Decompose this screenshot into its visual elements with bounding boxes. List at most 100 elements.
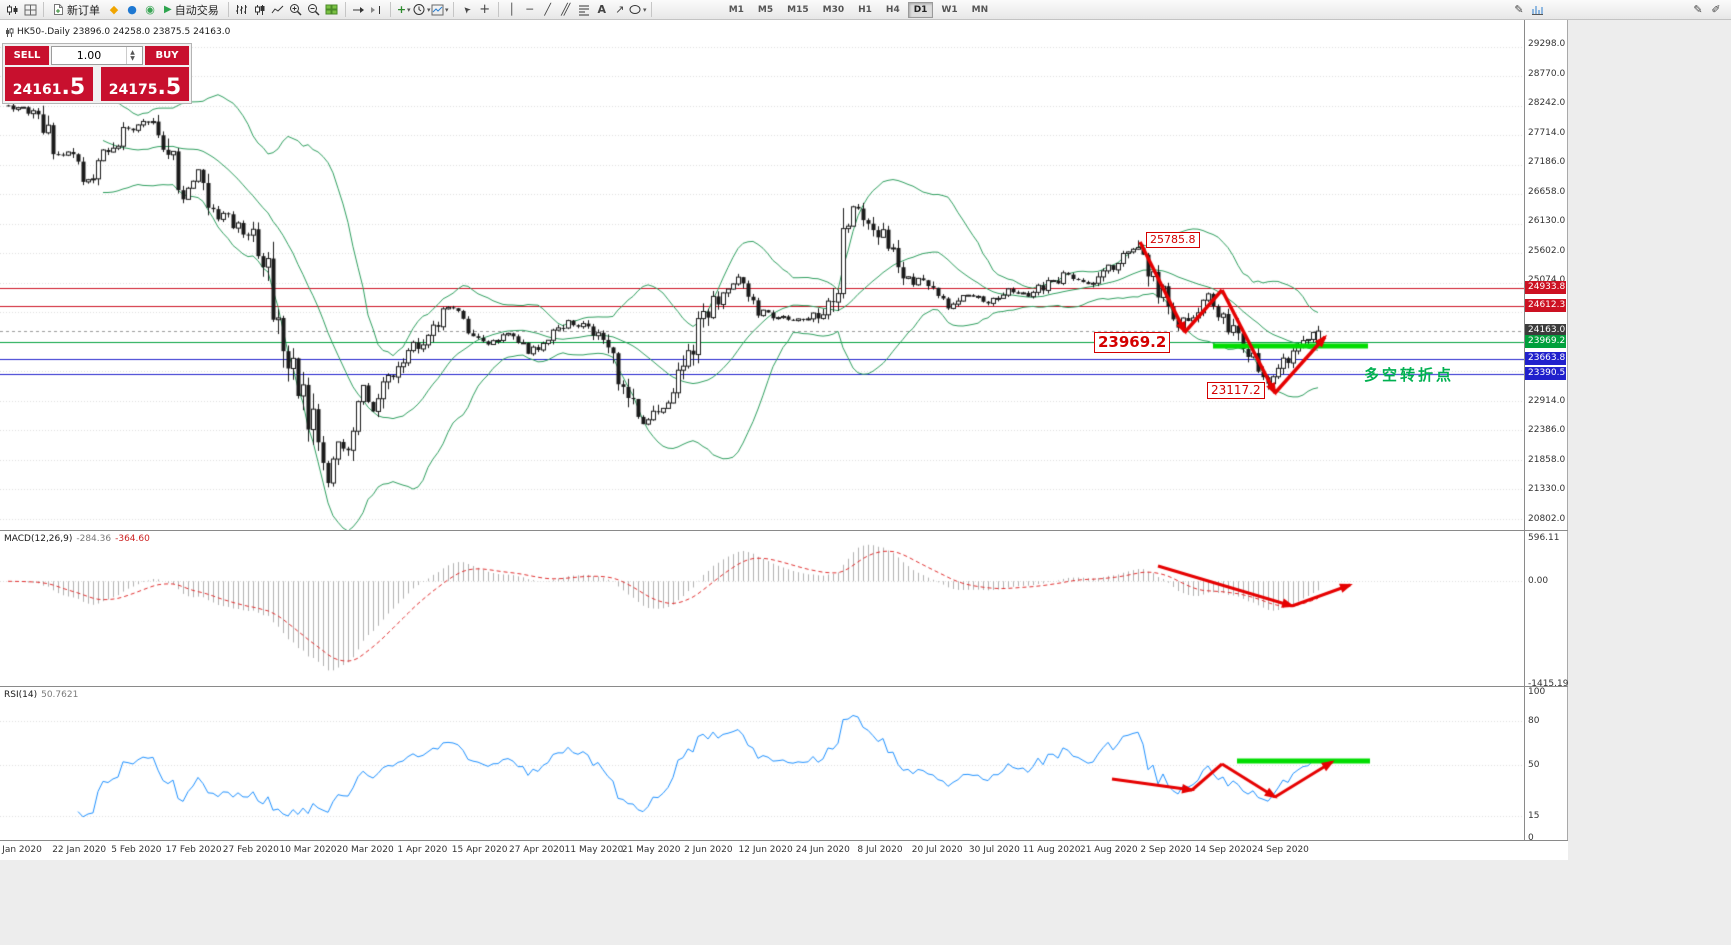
- scale-label: 80: [1528, 716, 1540, 726]
- mql5-community-icon[interactable]: ◆: [109, 3, 119, 16]
- candlestick-mode-icon[interactable]: [251, 1, 269, 18]
- buy-button[interactable]: BUY: [145, 46, 189, 65]
- price-tag: 24612.3: [1525, 299, 1566, 312]
- date-label: 14 Sep 2020: [1194, 845, 1252, 855]
- toolbar-far-right-group: ✎ ✐: [1689, 1, 1725, 18]
- chart-profiles-icon[interactable]: [21, 1, 39, 18]
- chart-window: HK50-.Daily 23896.0 24258.0 23875.5 2416…: [0, 20, 1568, 860]
- date-axis[interactable]: Jan 2020 22 Jan 2020 5 Feb 2020 17 Feb 2020…: [0, 841, 1568, 860]
- date-label: 1 Apr 2020: [397, 845, 448, 855]
- arrows-tool-icon[interactable]: ↗: [615, 3, 625, 16]
- chevron-down-icon: ▾: [642, 5, 647, 14]
- price-tag: 23663.8: [1525, 352, 1566, 365]
- macd-name: MACD(12,26,9): [4, 534, 73, 544]
- toolbar-separator: [497, 2, 499, 17]
- scale-label: 22914.0: [1528, 396, 1566, 406]
- timeframe-m1-button[interactable]: M1: [728, 4, 744, 15]
- toolbar-separator: [650, 2, 652, 17]
- toolbar-separator: [389, 2, 391, 17]
- fibonacci-tool-icon[interactable]: [575, 1, 593, 18]
- pencil-icon[interactable]: ✎: [1693, 3, 1703, 16]
- price-annotation-low[interactable]: 23117.2: [1207, 382, 1265, 399]
- volume-decrease-icon[interactable]: ▼: [130, 54, 135, 62]
- timeframe-m15-button[interactable]: M15: [787, 4, 809, 15]
- scale-label: -1415.19: [1528, 679, 1569, 689]
- market-icon[interactable]: ●: [127, 3, 137, 16]
- price-annotation-level[interactable]: 23969.2: [1094, 332, 1171, 353]
- timeframe-m5-button[interactable]: M5: [757, 4, 774, 15]
- sell-button[interactable]: SELL: [5, 46, 49, 65]
- vertical-line-tool-icon[interactable]: │: [508, 3, 516, 16]
- chart-canvas[interactable]: [0, 20, 1524, 860]
- strategy-chart-icon[interactable]: [1528, 1, 1546, 18]
- scale-label: 21858.0: [1528, 455, 1566, 465]
- scale-label: 26130.0: [1528, 216, 1566, 226]
- autotrading-button[interactable]: ▶ 自动交易: [159, 1, 224, 19]
- buy-price-pips: .5: [157, 75, 182, 100]
- indicators-icon[interactable]: + ▾: [396, 3, 411, 16]
- date-label: 21 Aug 2020: [1079, 845, 1138, 855]
- date-label: 2 Jun 2020: [684, 845, 733, 855]
- toolbar-separator: [344, 2, 346, 17]
- horizontal-line-tool-icon[interactable]: ─: [526, 3, 534, 16]
- turning-point-label[interactable]: 多空转折点: [1364, 366, 1455, 384]
- trendline-tool-icon[interactable]: ╱: [544, 3, 552, 16]
- scale-label: 596.11: [1528, 533, 1560, 543]
- timeframe-h4-button[interactable]: H4: [885, 4, 900, 15]
- pane-separator[interactable]: [0, 530, 1568, 531]
- signals-icon[interactable]: ◉: [145, 3, 155, 16]
- date-label: 30 Jul 2020: [968, 845, 1020, 855]
- rsi-label: RSI(14) 50.7621: [4, 690, 78, 700]
- shapes-tool-icon[interactable]: ▾: [629, 1, 647, 18]
- macd-value: -284.36: [76, 534, 112, 544]
- pencil-alt-icon[interactable]: ✐: [1711, 3, 1721, 16]
- bar-chart-mode-icon[interactable]: [233, 1, 251, 18]
- date-label: Jan 2020: [2, 845, 42, 855]
- line-chart-mode-icon[interactable]: [269, 1, 287, 18]
- buy-price-button[interactable]: 24175.5: [101, 67, 189, 101]
- sell-price-main: 24161: [12, 82, 62, 98]
- scale-label: 26658.0: [1528, 187, 1566, 197]
- price-scale[interactable]: 29298.0 28770.0 28242.0 27714.0 27186.0 26658…: [1524, 20, 1569, 843]
- date-label: 5 Feb 2020: [111, 845, 162, 855]
- price-tag: 23390.5: [1525, 367, 1566, 380]
- new-order-icon: [54, 4, 63, 15]
- timeframe-d1-button[interactable]: D1: [907, 1, 934, 18]
- chart-info: HK50-.Daily 23896.0 24258.0 23875.5 2416…: [5, 27, 230, 37]
- new-order-button[interactable]: 新订单: [48, 1, 105, 19]
- chart-shift-icon[interactable]: [368, 1, 386, 18]
- channel-tool-icon[interactable]: ╱╱: [561, 3, 570, 16]
- scale-label: 20802.0: [1528, 514, 1566, 524]
- tile-windows-icon[interactable]: [323, 1, 341, 18]
- play-icon: ▶: [164, 4, 172, 15]
- volume-input[interactable]: [52, 47, 126, 64]
- date-label: 10 Mar 2020: [279, 845, 337, 855]
- date-label: 8 Jul 2020: [857, 845, 903, 855]
- periods-icon[interactable]: ▾: [413, 1, 431, 18]
- price-annotation-peak[interactable]: 25785.8: [1146, 232, 1200, 248]
- volume-increase-icon[interactable]: ▲: [130, 48, 135, 56]
- zoom-out-icon[interactable]: [305, 1, 323, 18]
- new-chart-icon[interactable]: [3, 1, 21, 18]
- pane-separator[interactable]: [0, 686, 1568, 687]
- timeframe-m30-button[interactable]: M30: [822, 4, 845, 15]
- text-tool-icon[interactable]: A: [597, 3, 606, 16]
- chevron-down-icon: ▾: [444, 5, 449, 14]
- date-label: 17 Feb 2020: [165, 845, 222, 855]
- zoom-in-icon[interactable]: [287, 1, 305, 18]
- macd-label: MACD(12,26,9) -284.36 -364.60: [4, 534, 150, 544]
- edit-chart-icon[interactable]: ✎: [1514, 3, 1524, 16]
- scale-label: 21330.0: [1528, 484, 1566, 494]
- crosshair-tool-icon[interactable]: +: [479, 2, 491, 17]
- sell-price-button[interactable]: 24161.5: [5, 67, 93, 101]
- timeframe-mn-button[interactable]: MN: [971, 4, 989, 15]
- chart-symbol-icon: [6, 27, 14, 37]
- scale-label: 0: [1528, 833, 1534, 843]
- timeframe-w1-button[interactable]: W1: [941, 4, 958, 15]
- timeframe-h1-button[interactable]: H1: [858, 4, 872, 15]
- templates-icon[interactable]: ▾: [431, 1, 449, 18]
- auto-scroll-icon[interactable]: [350, 1, 368, 18]
- new-order-label: 新订单: [67, 3, 100, 17]
- date-label: 22 Jan 2020: [52, 845, 107, 855]
